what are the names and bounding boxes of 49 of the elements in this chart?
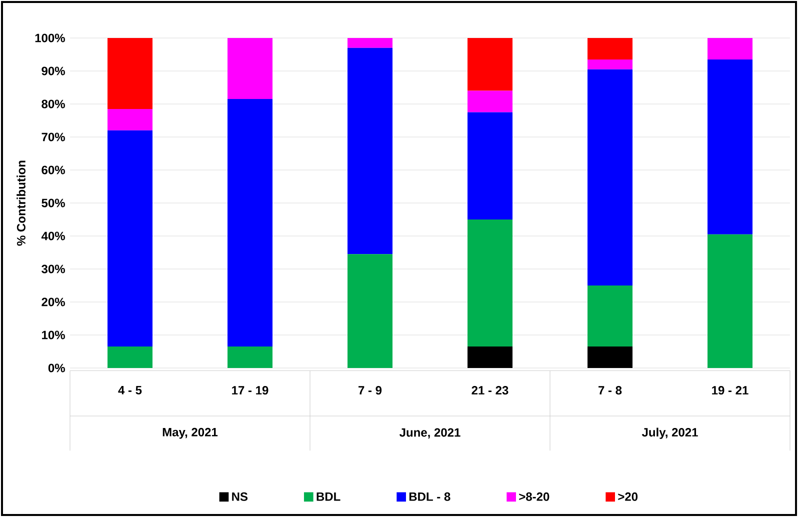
bar xyxy=(708,234,753,368)
legend-label: BDL - 8 xyxy=(409,492,450,501)
legend-label: >20 xyxy=(618,492,638,501)
bar xyxy=(468,346,513,368)
y-tick-label: 0% xyxy=(48,364,65,372)
text: May, 2021 xyxy=(162,428,218,439)
y-tick-label: 80% xyxy=(42,100,65,108)
text: June, 2021 xyxy=(400,428,460,438)
bar xyxy=(108,130,153,347)
x-tick-label: 17 - 19 xyxy=(232,386,268,395)
bar xyxy=(108,346,153,368)
x-tick-label: 4 - 5 xyxy=(118,386,142,394)
bar xyxy=(708,59,753,234)
bar xyxy=(228,346,273,368)
bar xyxy=(588,59,633,70)
bar xyxy=(468,112,513,220)
bar xyxy=(348,254,393,368)
bar xyxy=(468,38,513,91)
bar xyxy=(228,38,273,100)
bar xyxy=(588,286,633,347)
x-tick-label: 7 - 9 xyxy=(358,386,382,395)
bar xyxy=(108,108,153,130)
bar xyxy=(588,69,633,286)
y-axis-title: % Contribution xyxy=(16,160,26,246)
y-tick-label: 100% xyxy=(35,34,65,42)
x-tick-label: 19 - 21 xyxy=(712,386,748,395)
bar xyxy=(108,38,153,109)
y-tick-label: 70% xyxy=(42,132,65,142)
bar xyxy=(468,90,513,112)
y-tick-label: 10% xyxy=(42,330,65,340)
y-tick-label: 90% xyxy=(42,66,65,76)
bar xyxy=(708,38,753,60)
y-tick-label: 20% xyxy=(42,298,65,306)
legend-label: NS xyxy=(232,492,248,501)
bar xyxy=(228,99,273,347)
bar xyxy=(348,48,393,254)
legend-label: BDL xyxy=(316,492,340,501)
bar xyxy=(588,38,633,60)
x-tick-label: 21 - 23 xyxy=(472,386,508,395)
x-tick-label: 7 - 8 xyxy=(598,386,622,395)
bar xyxy=(468,220,513,347)
y-tick-label: 30% xyxy=(42,264,65,274)
bar xyxy=(588,346,633,368)
bar xyxy=(348,38,393,48)
y-tick-label: 40% xyxy=(41,232,65,240)
y-tick-label: 50% xyxy=(42,198,65,208)
text: July, 2021 xyxy=(642,428,698,439)
legend-label: >8-20 xyxy=(519,492,550,501)
y-tick-label: 60% xyxy=(42,166,65,174)
